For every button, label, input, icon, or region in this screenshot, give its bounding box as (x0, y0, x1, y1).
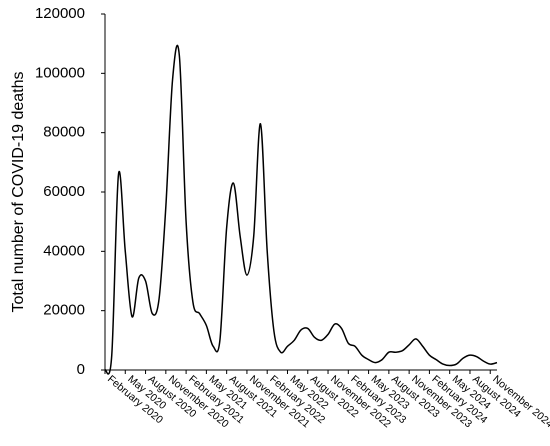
data-line (104, 44, 498, 375)
y-tick-label: 100000 (35, 64, 85, 81)
y-axis-label: Total number of COVID-19 deaths (10, 71, 27, 312)
y-tick-label: 60000 (43, 183, 85, 200)
y-tick-label: 80000 (43, 124, 85, 141)
y-tick-label: 120000 (35, 5, 85, 22)
y-tick-label: 0 (77, 361, 85, 378)
y-tick-label: 20000 (43, 302, 85, 319)
y-tick-label: 40000 (43, 242, 85, 259)
